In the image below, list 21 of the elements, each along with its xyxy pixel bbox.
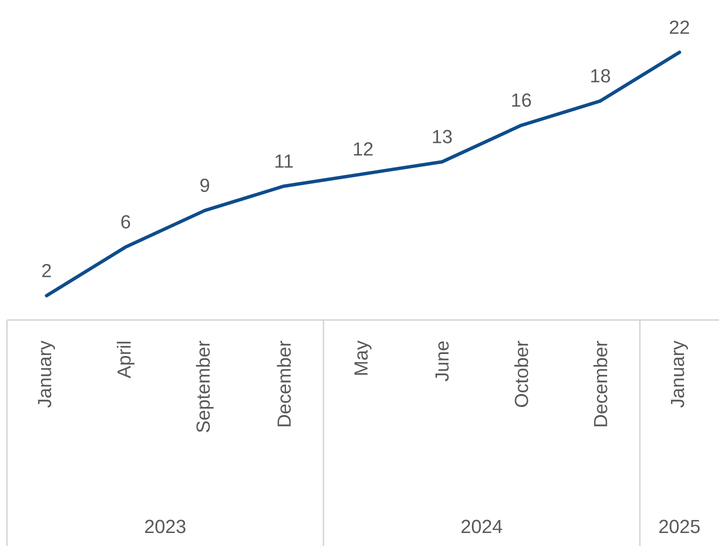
data-label: 11 (276, 154, 293, 168)
x-tick-label: December (276, 340, 291, 426)
text: 2024 (462, 520, 502, 534)
data-label: 2 (42, 264, 51, 278)
text: 2025 (659, 520, 700, 534)
data-label: 18 (591, 69, 610, 82)
data-label: 16 (512, 93, 531, 107)
x-tick-label: May (354, 340, 372, 375)
x-tick-label: June (436, 341, 449, 382)
x-tick-label: April (116, 342, 134, 378)
data-label: 12 (354, 142, 373, 156)
text: 2023 (145, 520, 186, 534)
data-label: 22 (670, 20, 690, 34)
data-label: 6 (121, 215, 130, 228)
data-label: 9 (200, 178, 210, 192)
x-tick-label: December (593, 340, 608, 426)
data-label: 13 (433, 130, 452, 144)
x-tick-label: January (670, 340, 688, 408)
x-tick-label: October (514, 340, 528, 407)
x-tick-label: September (196, 340, 214, 432)
x-tick-label: January (38, 340, 56, 408)
